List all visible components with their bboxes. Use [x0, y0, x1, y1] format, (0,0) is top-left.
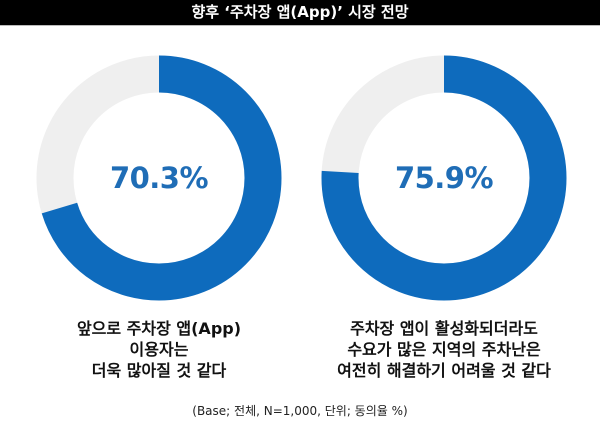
caption-line: 앞으로 주차장 앱(App) [76, 319, 242, 338]
donut-ring [321, 55, 567, 301]
caption-line: 더욱 많아질 것 같다 [91, 361, 227, 380]
value-label: 70.3% [109, 161, 209, 195]
footnote: (Base; 전체, N=1,000, 단위; 동의율 %) [192, 404, 408, 418]
caption-left: 앞으로 주차장 앱(App) 이용자는 더욱 많아질 것 같다 [19, 318, 299, 381]
caption-line: 이용자는 [129, 340, 189, 359]
donut-chart-parking-shortage: 75.9% [321, 55, 567, 301]
title-divider [0, 25, 600, 26]
value-label: 75.9% [394, 161, 494, 195]
caption-line: 수요가 많은 지역의 주차난은 [347, 340, 541, 359]
chart-title: 향후 ‘주차장 앱(App)’ 시장 전망 [0, 0, 600, 25]
caption-right: 주차장 앱이 활성화되더라도 수요가 많은 지역의 주차난은 여전히 해결하기 … [304, 318, 584, 381]
caption-line: 주차장 앱이 활성화되더라도 [350, 319, 538, 338]
donut-ring [36, 55, 282, 301]
caption-line: 여전히 해결하기 어려울 것 같다 [337, 361, 551, 380]
donut-chart-app-users: 70.3% [36, 55, 282, 301]
